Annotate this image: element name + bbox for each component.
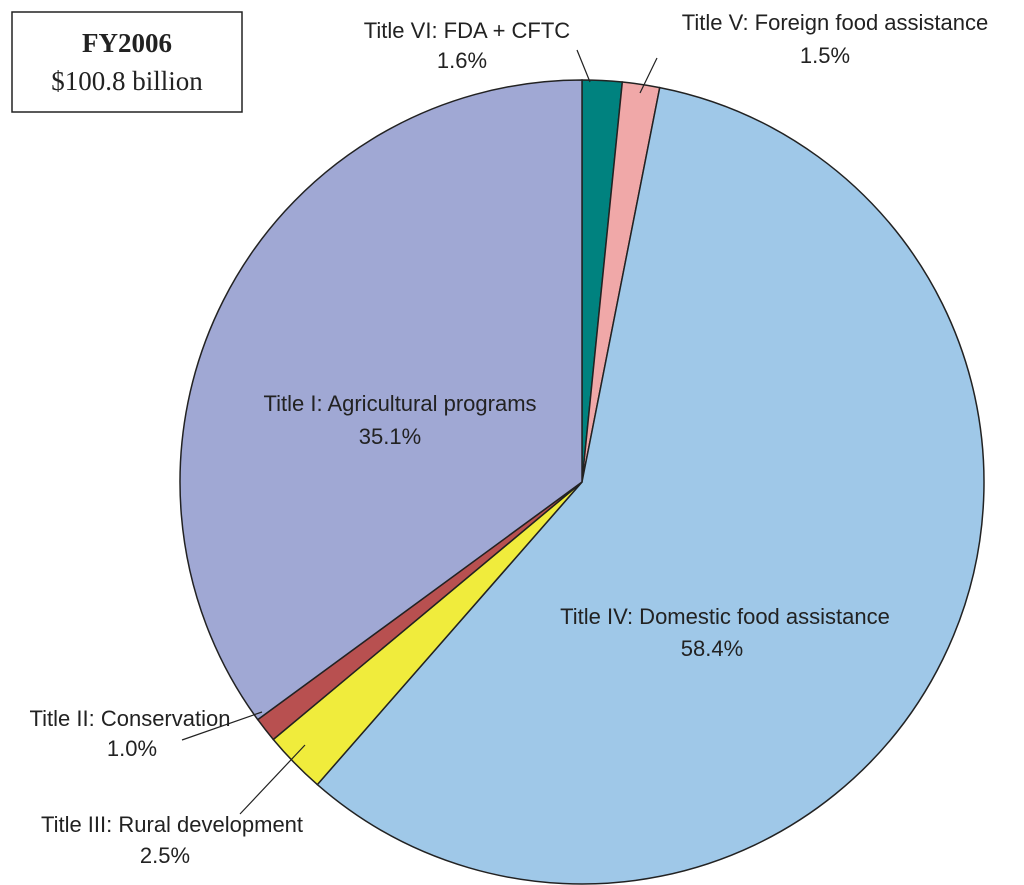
slice-value-label: 35.1%	[359, 424, 421, 449]
leader-line	[181, 711, 263, 741]
slice-value-label: 1.5%	[800, 43, 850, 68]
chart-subtitle: $100.8 billion	[51, 66, 203, 96]
slice-label: Title V: Foreign food assistance	[682, 10, 989, 35]
leader-line	[639, 57, 658, 94]
slice-label: Title VI: FDA + CFTC	[364, 18, 570, 43]
title-box	[11, 11, 243, 113]
slice-value-label: 1.0%	[107, 736, 157, 761]
leader-line	[576, 49, 591, 83]
slice-label: Title I: Agricultural programs	[263, 391, 536, 416]
slice-label: Title III: Rural development	[41, 812, 303, 837]
slice-value-label: 2.5%	[140, 843, 190, 868]
pie-slice	[179, 79, 583, 721]
slice-label: Title II: Conservation	[30, 706, 231, 731]
slice-value-label: 58.4%	[681, 636, 743, 661]
slice-label: Title IV: Domestic food assistance	[560, 604, 890, 629]
leader-line	[239, 744, 306, 815]
pie-slice	[316, 86, 985, 885]
chart-title: FY2006	[82, 28, 172, 58]
slice-value-label: 1.6%	[437, 48, 487, 73]
